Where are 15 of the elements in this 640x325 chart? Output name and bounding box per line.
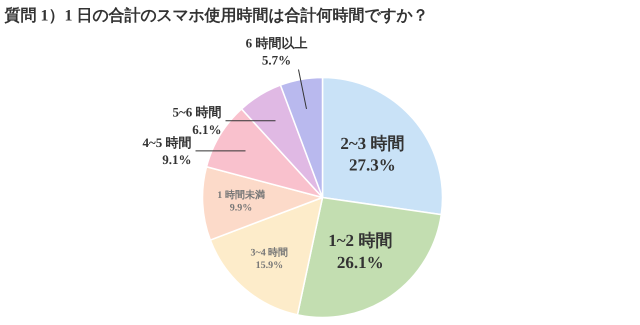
slice-label: 1 時間未満 [217,188,265,201]
data-label: 5.7% [262,52,292,68]
slice-label: 4~5 時間 [142,134,192,150]
data-label: 9.9% [230,202,252,214]
slice-label: 1~2 時間 [328,231,392,250]
data-label: 27.3% [349,156,396,175]
data-label: 6.1% [192,122,222,137]
chart-title: 質問 1）1 日の合計のスマホ使用時間は合計何時間ですか？ [4,6,428,24]
data-label: 9.1% [162,152,192,168]
data-label: 26.1% [336,253,384,272]
slice-label: 3~4 時間 [250,246,288,259]
slice-label: 5~6 時間 [172,104,222,120]
slice-label: 6 時間以上 [246,35,308,50]
data-label: 15.9% [256,260,284,272]
slice-label: 2~3 時間 [340,134,404,153]
